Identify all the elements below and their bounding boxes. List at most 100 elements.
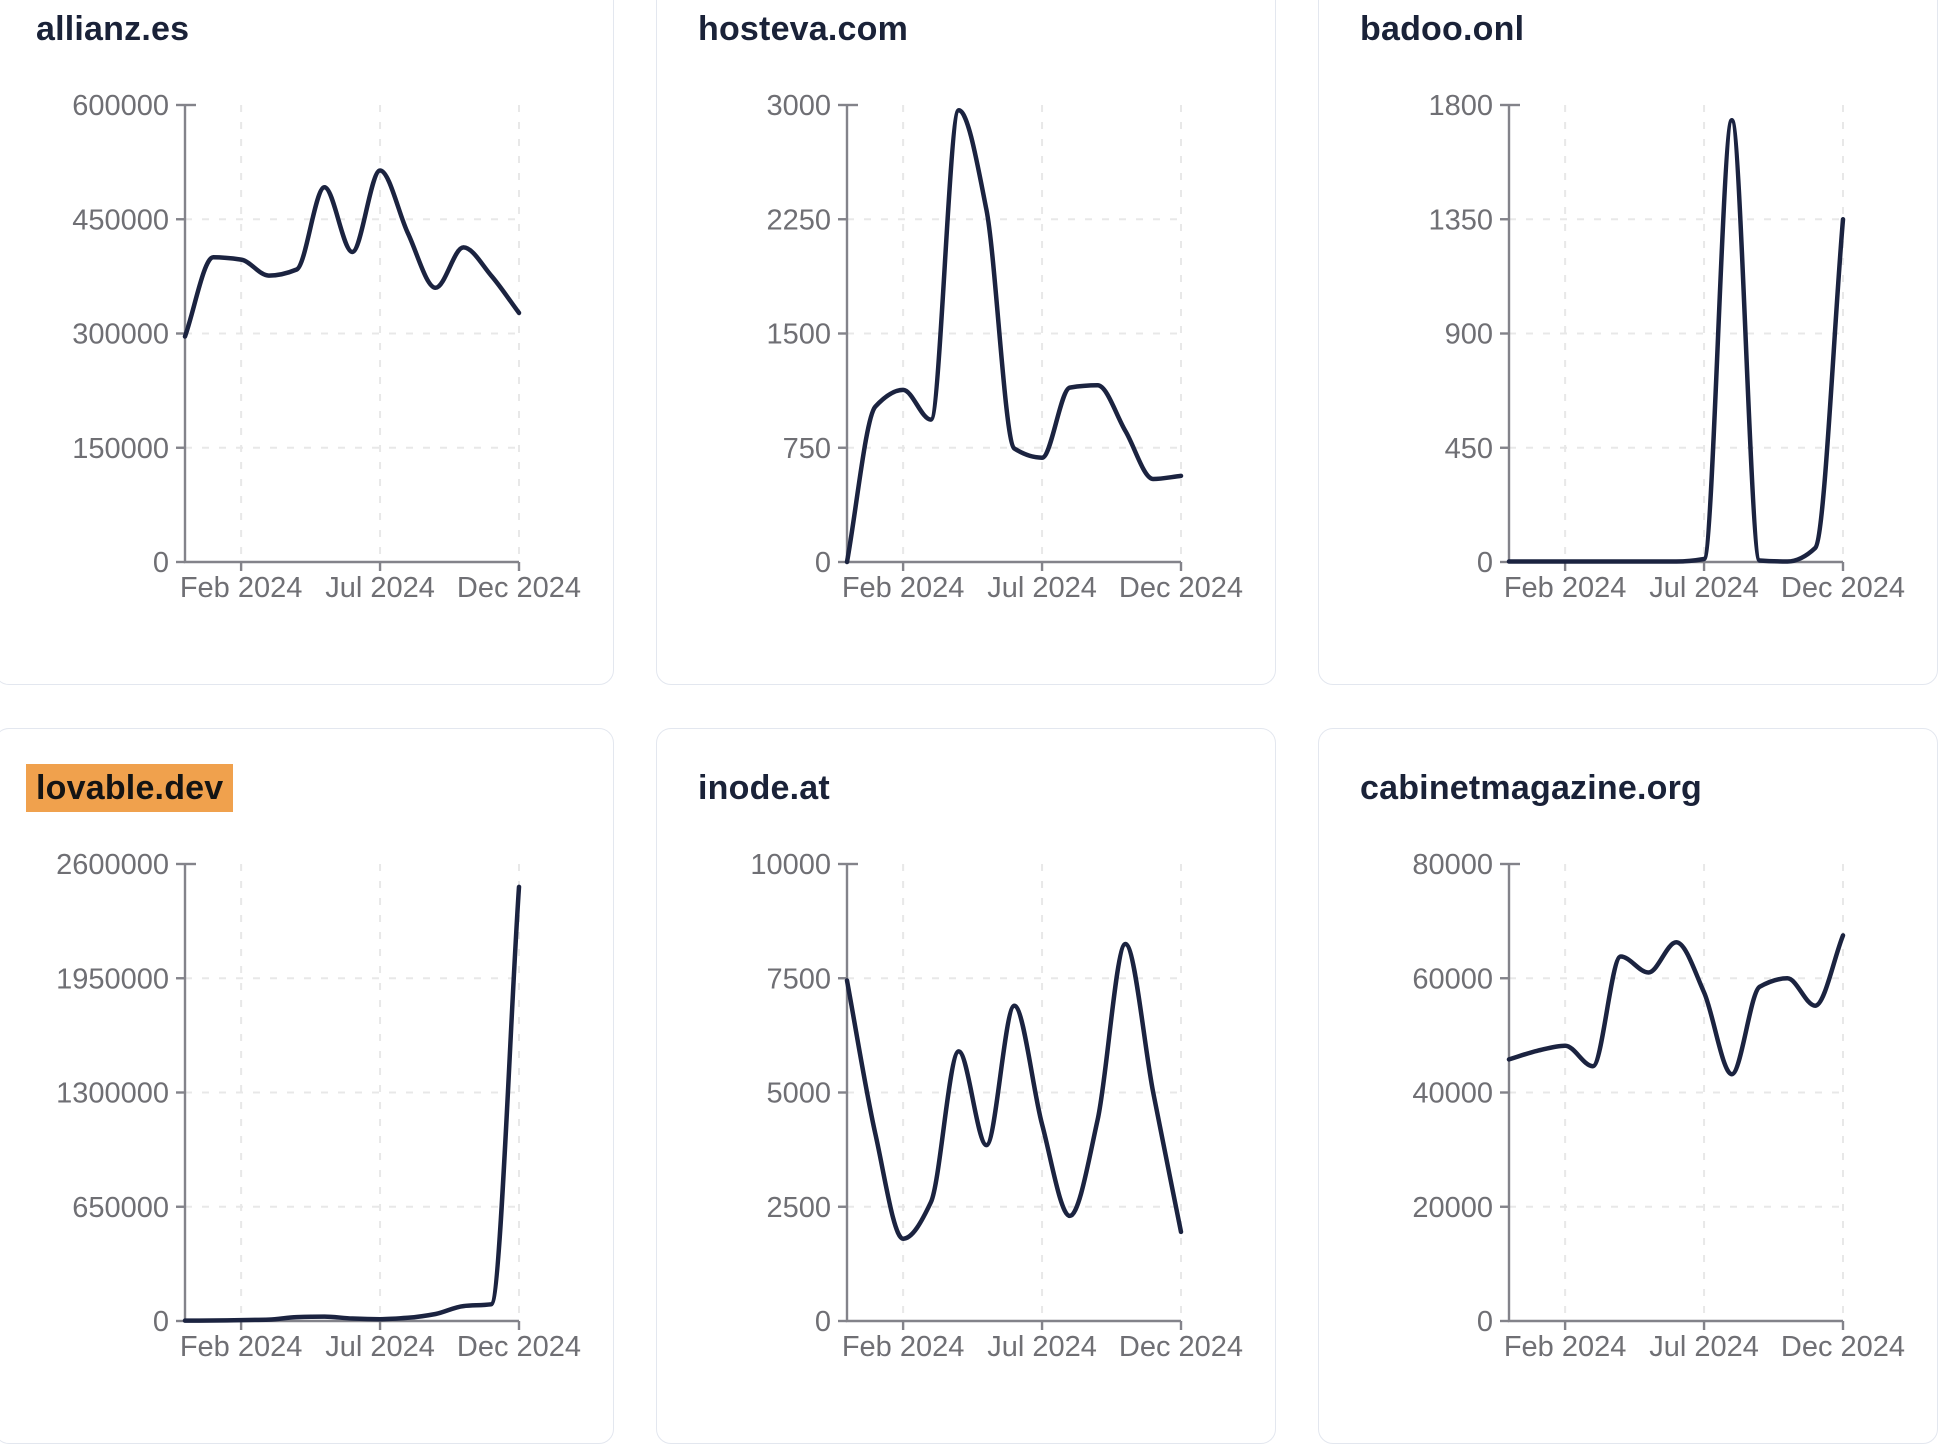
chart-title: cabinetmagazine.org (1360, 769, 1702, 808)
chart-domain-label: cabinetmagazine.org (1360, 769, 1702, 807)
x-tick-label: Feb 2024 (180, 572, 303, 604)
y-tick-label: 0 (815, 547, 831, 579)
y-tick-label: 1800 (1428, 90, 1493, 122)
x-tick-label: Dec 2024 (457, 1331, 581, 1363)
axis-labels: 0 750 1500 2250 3000 Feb 2024 Jul 2024 Dec 2024 (766, 90, 1243, 604)
axis (1500, 103, 1845, 571)
x-tick-label: Feb 2024 (1504, 572, 1627, 604)
y-tick-label: 750 (783, 433, 831, 465)
y-tick-label: 60000 (1412, 963, 1493, 995)
chart-title: hosteva.com (698, 10, 908, 49)
axis-frame (845, 864, 1181, 1323)
axis-frame (183, 105, 519, 564)
y-tick-label: 20000 (1412, 1192, 1493, 1224)
chart-title: inode.at (698, 769, 830, 808)
y-tick-label: 0 (1477, 547, 1493, 579)
axis-labels: 0 20000 40000 60000 80000 Feb 2024 Jul 2024 Dec… (1412, 849, 1905, 1363)
x-tick-label: Dec 2024 (1781, 1331, 1905, 1363)
chart-card[interactable]: cabinetmagazine.org 0 20000 40000 60000 8000… (1318, 728, 1938, 1444)
y-tick-label: 1500 (766, 319, 831, 351)
axis-frame (183, 864, 519, 1323)
chart-domain-label: badoo.onl (1360, 10, 1525, 48)
series-line (182, 884, 522, 1323)
chart-card[interactable]: hosteva.com 0 750 1500 2250 3000 Feb 2024 Jul … (656, 0, 1276, 685)
y-tick-label: 7500 (766, 963, 831, 995)
x-tick-label: Jul 2024 (987, 572, 1097, 604)
axis-frame (1507, 105, 1843, 564)
x-tick-label: Feb 2024 (842, 1331, 965, 1363)
y-tick-label: 2600000 (56, 849, 169, 881)
line-chart: 0 450 900 1350 1800 Feb 2024 Jul 2024 Dec 2024 (1428, 90, 1905, 604)
gridlines (185, 105, 520, 562)
x-tick-label: Dec 2024 (1119, 572, 1243, 604)
chart-domain-label: inode.at (698, 769, 830, 807)
chart-domain-label: hosteva.com (698, 10, 909, 48)
y-tick-label: 2500 (766, 1192, 831, 1224)
y-tick-label: 1950000 (56, 963, 169, 995)
y-tick-label: 450 (1445, 433, 1493, 465)
chart-card[interactable]: allianz.es 0 150000 300000 450000 600000 Feb … (0, 0, 614, 685)
x-tick-label: Feb 2024 (180, 1331, 303, 1363)
gridlines (1509, 864, 1844, 1321)
chart-card[interactable]: badoo.onl 0 450 900 1350 1800 Feb 2024 Jul 202… (1318, 0, 1938, 685)
axis (838, 103, 1183, 571)
x-tick-label: Jul 2024 (325, 572, 435, 604)
y-tick-label: 900 (1445, 319, 1493, 351)
y-tick-label: 1300000 (56, 1078, 169, 1110)
line-chart: 0 750 1500 2250 3000 Feb 2024 Jul 2024 Dec 2024 (766, 90, 1243, 604)
chart-domain-label: lovable.dev (26, 764, 234, 812)
line-chart: 0 150000 300000 450000 600000 Feb 2024 Jul 202… (72, 90, 581, 604)
chart-title: lovable.dev (26, 764, 234, 812)
x-tick-label: Dec 2024 (457, 572, 581, 604)
x-tick-label: Jul 2024 (1649, 572, 1759, 604)
x-tick-label: Dec 2024 (1119, 1331, 1243, 1363)
x-tick-label: Jul 2024 (325, 1331, 435, 1363)
gridlines (1509, 105, 1844, 562)
y-tick-label: 600000 (72, 90, 169, 122)
y-tick-label: 40000 (1412, 1078, 1493, 1110)
axis-labels: 0 150000 300000 450000 600000 Feb 2024 Jul 202… (72, 90, 581, 604)
y-tick-label: 2250 (766, 204, 831, 236)
x-tick-label: Feb 2024 (842, 572, 965, 604)
line-chart: 0 2500 5000 7500 10000 Feb 2024 Jul 2024 Dec 20… (750, 849, 1243, 1363)
chart-card[interactable]: inode.at 0 2500 5000 7500 10000 Feb 2024 Jul 2… (656, 728, 1276, 1444)
series-line (844, 941, 1184, 1241)
chart-card[interactable]: lovable.dev 0 650000 1300000 1950000 2600000… (0, 728, 614, 1444)
y-tick-label: 10000 (750, 849, 831, 881)
y-tick-label: 0 (153, 547, 169, 579)
y-tick-label: 0 (1477, 1306, 1493, 1338)
y-tick-label: 150000 (72, 433, 169, 465)
series-line (182, 168, 522, 339)
gridlines (847, 864, 1182, 1321)
y-tick-label: 5000 (766, 1078, 831, 1110)
gridlines (185, 864, 520, 1321)
axis-frame (845, 105, 1181, 564)
series-line (844, 108, 1184, 565)
y-tick-label: 3000 (766, 90, 831, 122)
axis-labels: 0 450 900 1350 1800 Feb 2024 Jul 2024 Dec 2024 (1428, 90, 1905, 604)
x-tick-label: Feb 2024 (1504, 1331, 1627, 1363)
y-tick-label: 0 (815, 1306, 831, 1338)
y-tick-label: 1350 (1428, 204, 1493, 236)
chart-title: allianz.es (36, 10, 189, 49)
axis (838, 862, 1183, 1330)
line-chart: 0 20000 40000 60000 80000 Feb 2024 Jul 2024 Dec… (1412, 849, 1905, 1363)
axis-frame (1507, 864, 1843, 1323)
axis-labels: 0 2500 5000 7500 10000 Feb 2024 Jul 2024 Dec 20… (750, 849, 1243, 1363)
y-tick-label: 650000 (72, 1192, 169, 1224)
axis (176, 862, 521, 1330)
chart-domain-label: allianz.es (36, 10, 190, 48)
y-tick-label: 300000 (72, 319, 169, 351)
y-tick-label: 0 (153, 1306, 169, 1338)
x-tick-label: Dec 2024 (1781, 572, 1905, 604)
y-tick-label: 450000 (72, 204, 169, 236)
chart-title: badoo.onl (1360, 10, 1524, 49)
gridlines (847, 105, 1182, 562)
series-line (1506, 117, 1846, 564)
axis (176, 103, 521, 571)
series-line (1506, 933, 1846, 1077)
x-tick-label: Jul 2024 (987, 1331, 1097, 1363)
x-tick-label: Jul 2024 (1649, 1331, 1759, 1363)
axis-labels: 0 650000 1300000 1950000 2600000 Feb 2024 Jul … (56, 849, 581, 1363)
